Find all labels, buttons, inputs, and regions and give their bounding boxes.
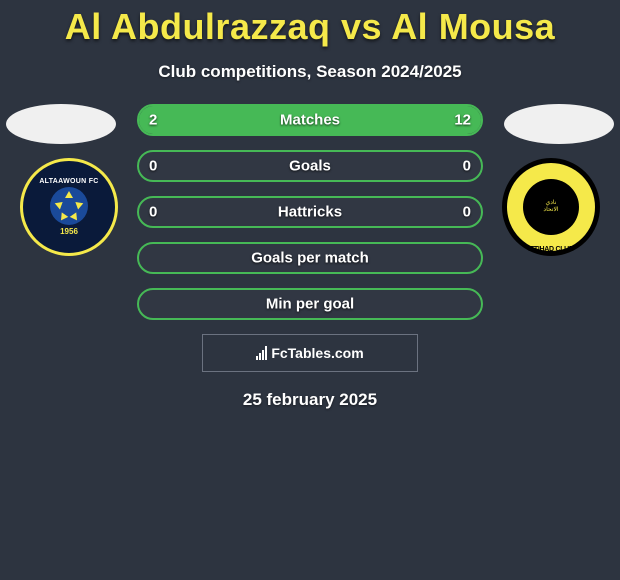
club-left-name: ALTAAWOUN FC <box>39 178 98 185</box>
page-subtitle: Club competitions, Season 2024/2025 <box>0 62 620 82</box>
stat-label: Hattricks <box>139 204 481 221</box>
watermark-text: FcTables.com <box>271 345 363 361</box>
club-badge-right: ناديالاتحاد ITTIHAD CLUB <box>502 158 600 256</box>
watermark-box: FcTables.com <box>202 334 418 372</box>
club-right-name: ITTIHAD CLUB <box>507 246 595 253</box>
club-left-year: 1956 <box>60 227 78 236</box>
club-right-inner-icon: ناديالاتحاد <box>523 179 579 235</box>
chart-icon <box>256 346 267 360</box>
stat-row: Min per goal <box>137 288 483 320</box>
stat-label: Min per goal <box>139 296 481 313</box>
stat-row: Goals per match <box>137 242 483 274</box>
stat-row: 00Goals <box>137 150 483 182</box>
club-right-arabic-placeholder: ناديالاتحاد <box>543 200 558 214</box>
stat-label: Matches <box>139 112 481 129</box>
comparison-body: ALTAAWOUN FC 1956 ناديالاتحاد ITTIHAD CL… <box>0 104 620 410</box>
stat-label: Goals per match <box>139 250 481 267</box>
club-left-ball-icon <box>50 187 88 225</box>
stat-label: Goals <box>139 158 481 175</box>
footer-date: 25 february 2025 <box>0 390 620 410</box>
stat-row: 00Hattricks <box>137 196 483 228</box>
stat-bars: 212Matches 00Goals 00Hattricks Goals per ma… <box>137 104 483 320</box>
player-right-avatar <box>504 104 614 144</box>
page-title: Al Abdulrazzaq vs Al Mousa <box>0 6 620 48</box>
stat-row: 212Matches <box>137 104 483 136</box>
player-left-avatar <box>6 104 116 144</box>
club-badge-left: ALTAAWOUN FC 1956 <box>20 158 118 256</box>
